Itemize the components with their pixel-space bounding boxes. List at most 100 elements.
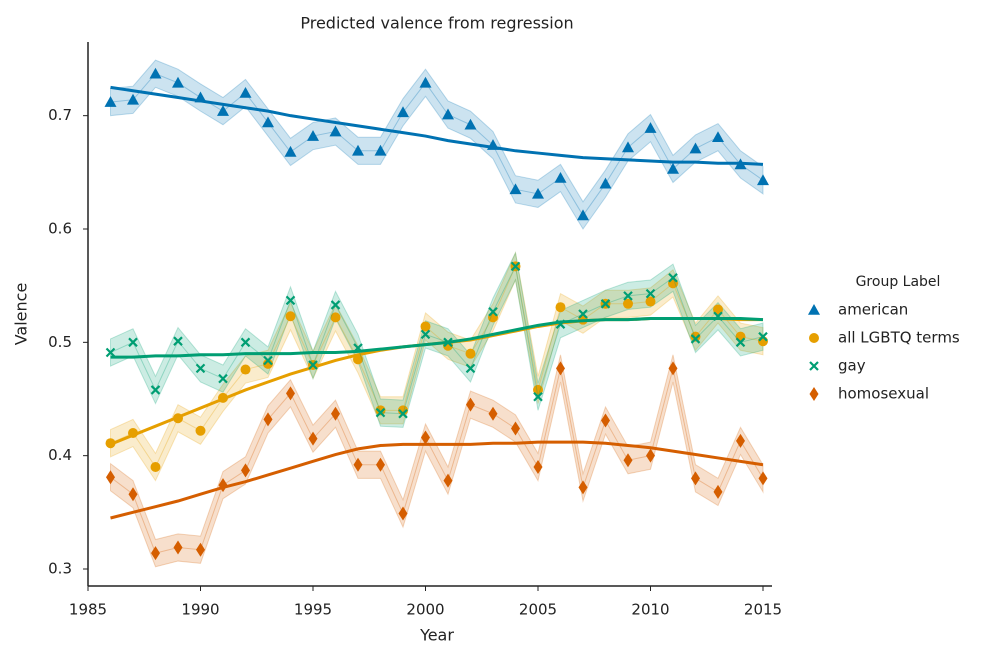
marker bbox=[218, 392, 228, 403]
marker bbox=[713, 484, 723, 499]
marker bbox=[150, 462, 161, 472]
marker bbox=[554, 172, 567, 183]
marker bbox=[263, 358, 273, 369]
marker bbox=[375, 407, 386, 418]
point-line bbox=[110, 73, 764, 217]
marker bbox=[599, 177, 612, 189]
marker bbox=[105, 438, 116, 449]
marker bbox=[735, 337, 746, 348]
marker bbox=[196, 542, 205, 557]
marker bbox=[353, 457, 363, 472]
marker bbox=[644, 122, 657, 133]
marker bbox=[150, 385, 161, 395]
x-tick-label: 2000 bbox=[406, 601, 444, 619]
marker bbox=[736, 433, 745, 448]
trend-line bbox=[110, 85, 764, 166]
marker bbox=[329, 125, 342, 137]
marker bbox=[374, 144, 387, 156]
marker bbox=[443, 473, 453, 488]
chart-title: Predicted valence from regression bbox=[300, 14, 573, 33]
marker bbox=[218, 478, 228, 493]
marker bbox=[308, 431, 318, 446]
marker bbox=[442, 108, 454, 120]
y-tick-label: 0.3 bbox=[48, 560, 72, 578]
marker bbox=[330, 300, 341, 310]
x-tick-label: 2015 bbox=[744, 601, 782, 619]
marker bbox=[487, 139, 499, 150]
marker bbox=[691, 471, 700, 486]
marker bbox=[668, 272, 678, 283]
legend-label: all LGBTQ terms bbox=[838, 329, 960, 347]
marker bbox=[239, 87, 252, 98]
confidence-band bbox=[110, 59, 764, 230]
marker bbox=[285, 311, 296, 322]
marker bbox=[645, 296, 656, 307]
marker bbox=[690, 331, 701, 342]
marker bbox=[398, 405, 408, 416]
marker bbox=[127, 93, 139, 105]
marker bbox=[488, 306, 498, 317]
marker bbox=[376, 457, 385, 472]
marker bbox=[623, 453, 633, 468]
legend-marker bbox=[809, 333, 819, 343]
marker bbox=[398, 408, 408, 419]
marker bbox=[532, 187, 544, 199]
marker bbox=[758, 471, 768, 486]
marker bbox=[149, 67, 162, 79]
marker bbox=[353, 343, 363, 353]
x-tick-label: 2005 bbox=[519, 601, 557, 619]
marker bbox=[195, 425, 206, 436]
trend-line bbox=[110, 440, 764, 520]
marker bbox=[217, 105, 229, 116]
marker bbox=[173, 540, 183, 555]
marker bbox=[284, 145, 297, 157]
marker bbox=[533, 384, 543, 395]
marker bbox=[398, 506, 408, 521]
legend-label: gay bbox=[838, 357, 866, 375]
marker bbox=[307, 130, 319, 141]
marker bbox=[712, 131, 724, 142]
marker bbox=[128, 337, 138, 348]
marker bbox=[757, 174, 769, 186]
marker bbox=[601, 413, 610, 428]
marker bbox=[172, 76, 184, 88]
marker bbox=[667, 162, 679, 174]
marker bbox=[443, 337, 453, 348]
y-tick-label: 0.7 bbox=[48, 106, 72, 124]
confidence-band bbox=[110, 354, 764, 568]
marker bbox=[600, 299, 611, 309]
marker bbox=[240, 337, 251, 348]
marker bbox=[645, 288, 656, 299]
y-tick-label: 0.5 bbox=[48, 333, 72, 351]
marker bbox=[104, 96, 117, 107]
marker bbox=[533, 460, 543, 474]
marker bbox=[622, 141, 634, 153]
y-axis-label: Valence bbox=[12, 283, 31, 346]
confidence-band bbox=[110, 251, 764, 428]
marker bbox=[466, 397, 475, 412]
marker bbox=[308, 360, 318, 370]
marker bbox=[331, 406, 340, 421]
marker bbox=[689, 142, 702, 154]
x-tick-label: 1990 bbox=[181, 601, 219, 619]
x-tick-label: 2010 bbox=[631, 601, 669, 619]
marker bbox=[263, 412, 273, 427]
marker bbox=[194, 91, 207, 103]
legend-marker bbox=[809, 387, 819, 401]
marker bbox=[195, 363, 206, 374]
marker bbox=[758, 331, 768, 342]
x-tick-label: 1995 bbox=[294, 601, 332, 619]
marker bbox=[713, 304, 723, 315]
marker bbox=[105, 347, 116, 358]
marker bbox=[465, 348, 476, 359]
marker bbox=[556, 361, 565, 376]
marker bbox=[218, 373, 228, 384]
marker bbox=[577, 209, 589, 221]
marker bbox=[285, 295, 296, 306]
marker bbox=[488, 406, 498, 421]
marker bbox=[353, 354, 363, 365]
marker bbox=[419, 76, 432, 88]
marker bbox=[623, 298, 633, 309]
legend-marker bbox=[809, 361, 819, 371]
